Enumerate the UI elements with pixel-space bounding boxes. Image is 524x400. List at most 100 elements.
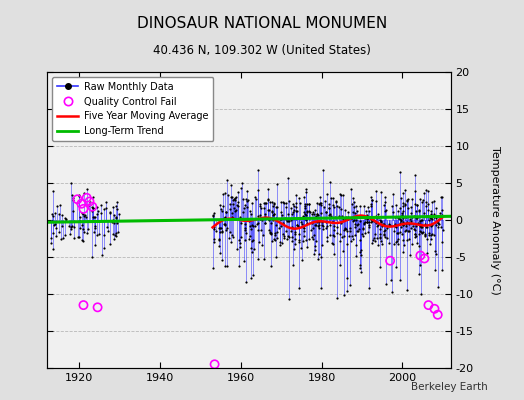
Point <box>303 208 311 214</box>
Point <box>280 233 288 239</box>
Point <box>393 238 401 245</box>
Point <box>112 215 121 222</box>
Point <box>416 223 424 229</box>
Point <box>90 228 98 235</box>
Point <box>245 218 254 224</box>
Point <box>416 228 424 234</box>
Y-axis label: Temperature Anomaly (°C): Temperature Anomaly (°C) <box>490 146 500 294</box>
Point <box>216 202 224 208</box>
Point <box>325 204 333 211</box>
Point <box>390 220 399 227</box>
Point <box>370 235 379 242</box>
Point <box>83 186 91 192</box>
Point <box>254 213 262 219</box>
Point <box>418 199 426 205</box>
Point <box>288 238 297 244</box>
Point <box>248 200 256 206</box>
Point <box>298 220 306 227</box>
Point <box>372 197 380 204</box>
Point <box>90 214 98 220</box>
Point <box>427 223 435 230</box>
Point <box>310 222 319 229</box>
Point <box>403 205 412 211</box>
Point <box>419 228 428 235</box>
Point <box>345 232 354 239</box>
Point <box>346 281 355 288</box>
Point <box>352 252 360 259</box>
Point <box>401 200 409 207</box>
Point <box>293 222 301 228</box>
Point <box>389 228 398 234</box>
Point <box>366 193 375 200</box>
Point <box>61 214 70 221</box>
Point <box>411 201 419 207</box>
Point <box>356 203 364 210</box>
Point <box>114 228 123 235</box>
Point <box>217 208 226 214</box>
Point <box>290 228 299 235</box>
Point <box>252 196 260 202</box>
Point <box>343 228 351 234</box>
Point <box>292 208 301 214</box>
Point <box>102 205 111 211</box>
Point <box>246 217 254 224</box>
Point <box>69 194 77 201</box>
Point <box>332 198 341 204</box>
Point <box>299 214 308 221</box>
Point <box>287 216 295 223</box>
Point <box>348 195 357 201</box>
Point <box>303 244 311 250</box>
Point <box>414 242 423 249</box>
Point <box>405 236 413 242</box>
Point <box>351 210 359 216</box>
Point <box>382 207 390 213</box>
Point <box>272 215 281 221</box>
Point <box>89 214 97 220</box>
Point <box>378 223 386 229</box>
Point <box>229 196 237 203</box>
Point <box>108 204 117 210</box>
Point <box>336 230 344 237</box>
Point <box>49 229 57 236</box>
Point <box>290 207 298 214</box>
Point <box>403 196 412 202</box>
Point <box>354 221 362 228</box>
Point <box>299 238 307 244</box>
Point <box>294 215 303 221</box>
Point <box>288 209 297 216</box>
Point <box>260 256 269 263</box>
Point <box>347 186 355 193</box>
Point <box>325 201 334 207</box>
Point <box>432 251 441 258</box>
Point <box>79 226 87 232</box>
Point <box>256 201 264 207</box>
Point <box>364 204 373 210</box>
Point <box>239 196 247 202</box>
Point <box>76 218 84 225</box>
Point <box>438 212 446 218</box>
Point <box>280 234 288 241</box>
Point <box>430 211 439 217</box>
Point <box>368 197 376 204</box>
Point <box>67 180 75 186</box>
Point <box>260 210 269 217</box>
Point <box>379 201 388 208</box>
Point <box>365 207 373 214</box>
Point <box>336 220 345 226</box>
Point <box>418 224 427 230</box>
Point <box>368 218 376 224</box>
Point <box>349 236 357 242</box>
Point <box>68 223 77 230</box>
Point <box>370 218 378 224</box>
Point <box>300 194 308 200</box>
Point <box>247 245 256 251</box>
Point <box>392 239 400 246</box>
Point <box>377 218 386 224</box>
Point <box>241 237 249 243</box>
Point <box>336 190 345 197</box>
Point <box>224 192 232 198</box>
Point <box>382 281 390 287</box>
Point <box>430 306 439 312</box>
Point <box>300 209 308 216</box>
Point <box>438 194 446 201</box>
